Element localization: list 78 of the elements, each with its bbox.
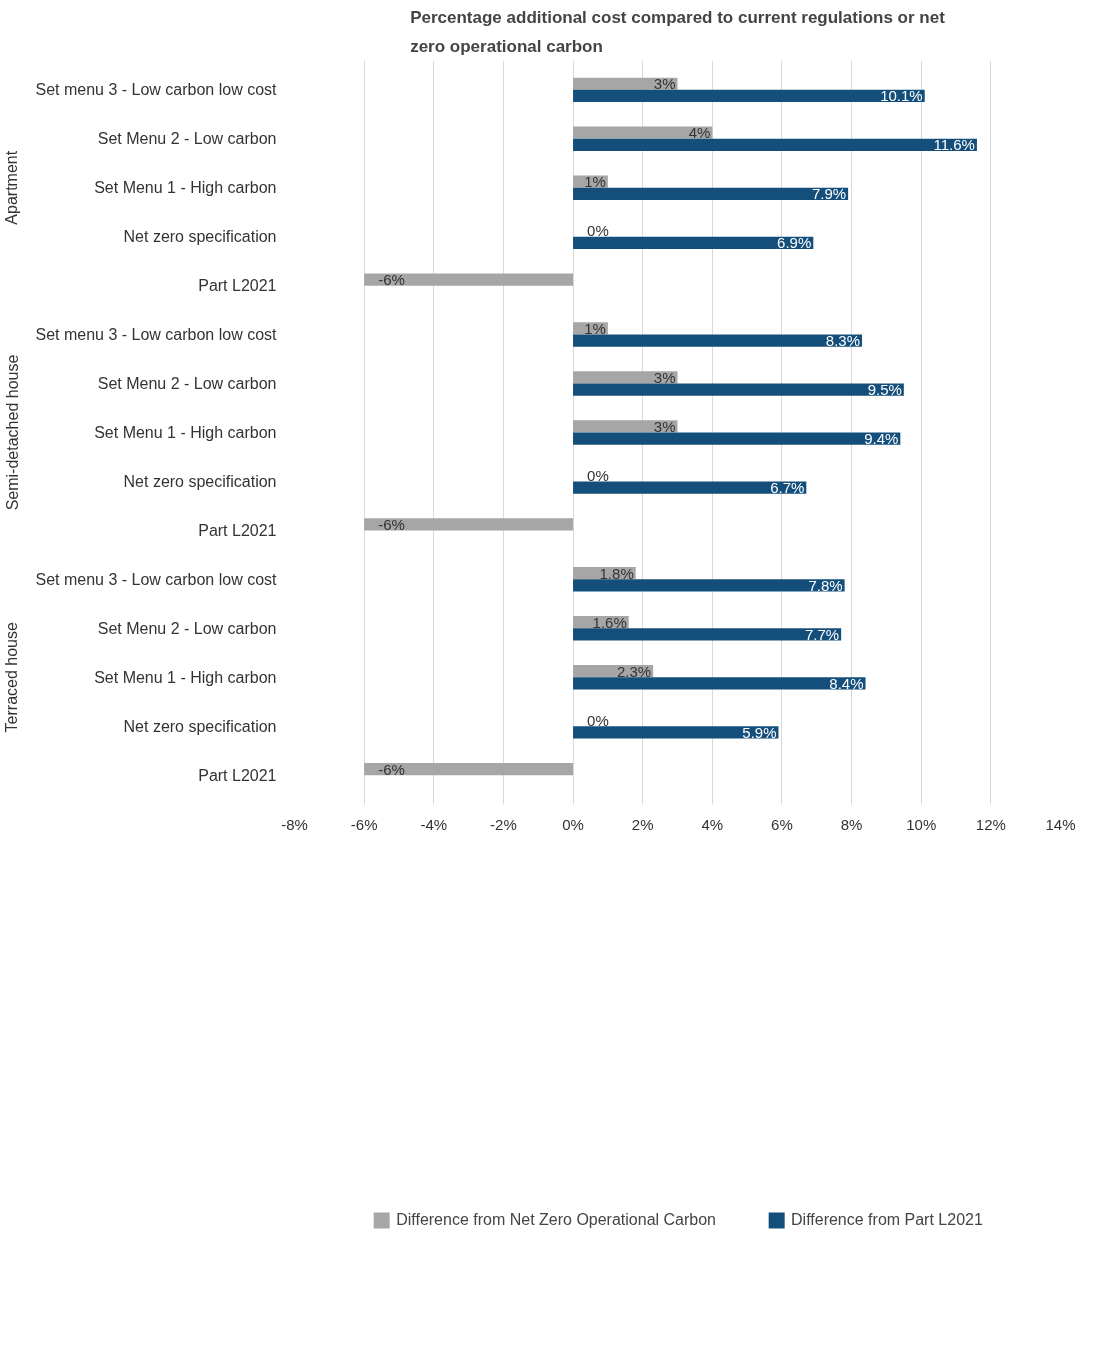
data-label: -6% — [378, 271, 405, 289]
bar — [573, 628, 842, 641]
data-label: 8.4% — [829, 674, 864, 692]
data-label: 1.8% — [599, 564, 634, 582]
legend-label: Difference from Part L2021 — [791, 1211, 983, 1229]
bar — [573, 726, 779, 739]
data-label: 3% — [653, 75, 676, 93]
x-tick-label: 10% — [906, 815, 937, 833]
y-tick-label: Set Menu 2 - Low carbon — [97, 619, 277, 637]
bar — [573, 236, 814, 249]
x-tick-label: 6% — [771, 815, 793, 833]
data-label: 8.3% — [825, 332, 861, 350]
data-label: 1.6% — [592, 613, 627, 631]
bar — [364, 273, 574, 286]
x-tick-label: -2% — [490, 815, 517, 833]
data-label: 6.7% — [770, 479, 805, 497]
y-tick-label: Part L2021 — [198, 521, 277, 539]
y-tick-label: Set menu 3 - Low carbon low cost — [35, 81, 278, 99]
x-tick-label: -4% — [420, 815, 448, 833]
bar — [573, 89, 925, 103]
x-tick-label: 2% — [631, 815, 654, 833]
data-label: 4% — [688, 124, 711, 142]
data-label: 0% — [587, 222, 609, 240]
data-label: 7.7% — [804, 625, 840, 643]
data-label: 0% — [587, 466, 609, 484]
y-tick-label: Set Menu 1 - High carbon — [94, 179, 277, 197]
y-tick-label: Set Menu 1 - High carbon — [94, 424, 277, 441]
x-tick-label: 4% — [701, 815, 724, 833]
chart-title: Percentage additional cost compared to current regulations or net zero operational carbon — [410, 8, 946, 56]
data-label: 5.9% — [742, 723, 777, 741]
data-label: 3% — [653, 368, 676, 386]
y-tick-label: Part L2021 — [198, 277, 277, 295]
y-tick-label: Set Menu 2 - Low carbon — [97, 375, 277, 393]
data-label: 7.9% — [811, 185, 847, 203]
bar — [573, 187, 849, 200]
data-label: 9.4% — [864, 430, 899, 448]
x-tick-label: 8% — [840, 815, 863, 833]
y-tick-label: Net zero specification — [123, 717, 277, 735]
bar — [364, 762, 574, 776]
data-label: 1% — [584, 319, 606, 337]
x-tick-label: 12% — [975, 815, 1006, 833]
bar — [573, 579, 845, 592]
data-label: 3% — [653, 417, 676, 435]
x-tick-label: -6% — [350, 815, 378, 833]
text: Semi-detached house — [3, 354, 21, 511]
y-tick-label: Set menu 3 - Low carbon low cost — [35, 570, 278, 588]
bar — [573, 371, 678, 384]
data-label: -6% — [378, 515, 405, 533]
bar — [573, 432, 901, 445]
data-label: 0% — [587, 711, 609, 729]
y-tick-label: Set Menu 1 - High carbon — [94, 668, 277, 686]
x-tick-label: 0% — [562, 815, 584, 833]
data-label: 9.5% — [867, 381, 902, 399]
data-label: 2.3% — [616, 662, 652, 680]
bar — [573, 334, 863, 347]
bar — [364, 518, 574, 531]
y-tick-label: Set Menu 2 - Low carbon — [97, 130, 277, 148]
bar — [573, 481, 807, 494]
y-tick-label: Part L2021 — [198, 766, 277, 784]
data-label: 6.9% — [777, 234, 812, 252]
x-tick-label: -8% — [281, 815, 308, 833]
bar — [573, 677, 866, 690]
bar — [573, 383, 904, 396]
data-label: 11.6% — [933, 136, 975, 154]
data-label: -6% — [378, 760, 405, 778]
bar — [573, 138, 977, 152]
data-label: 7.8% — [808, 576, 843, 594]
text: Apartment — [3, 150, 21, 225]
bar — [573, 420, 678, 433]
x-tick-label: 14% — [1045, 815, 1076, 833]
y-tick-label: Net zero specification — [123, 228, 277, 246]
bar — [573, 126, 713, 139]
data-label: 1% — [584, 173, 606, 191]
text: Terraced house — [3, 621, 21, 733]
data-label: 10.1% — [880, 87, 923, 105]
y-tick-label: Net zero specification — [123, 472, 277, 490]
y-tick-label: Set menu 3 - Low carbon low cost — [35, 326, 278, 344]
legend-label: Difference from Net Zero Operational Carbon — [396, 1211, 717, 1229]
